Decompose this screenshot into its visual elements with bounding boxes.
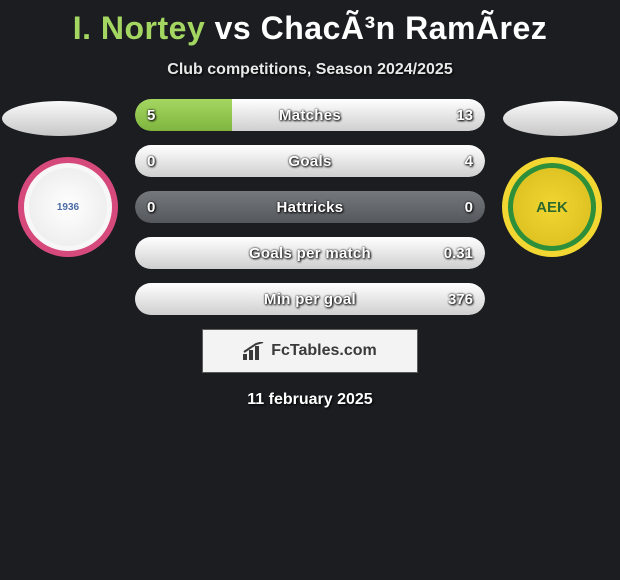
stat-value-right: 376 xyxy=(448,283,473,315)
stat-label: Goals per match xyxy=(135,237,485,269)
stat-row: Hattricks0 0 xyxy=(135,191,485,223)
stat-value-left: 0 xyxy=(147,145,155,177)
vs-separator: vs xyxy=(215,10,252,46)
stat-value-right: 0 xyxy=(465,191,473,223)
snapshot-date: 11 february 2025 xyxy=(0,391,620,409)
stat-row: Matches5 13 xyxy=(135,99,485,131)
stat-label: Min per goal xyxy=(135,283,485,315)
club-crest-right-label: AEK xyxy=(513,168,591,246)
stat-value-left: 5 xyxy=(147,99,155,131)
brand-footer: FcTables.com xyxy=(202,329,418,373)
player1-name: I. Nortey xyxy=(73,10,206,46)
stat-label: Goals xyxy=(135,145,485,177)
club-crest-left: 1936 xyxy=(18,157,118,257)
pedestal-left xyxy=(2,101,117,136)
stat-label: Matches xyxy=(135,99,485,131)
stat-value-left: 0 xyxy=(147,191,155,223)
club-crest-right: AEK xyxy=(502,157,602,257)
stat-bars: Matches513Goals04Hattricks00Goals per ma… xyxy=(135,97,485,315)
pedestal-right xyxy=(503,101,618,136)
club-crest-left-label: 1936 xyxy=(29,168,107,246)
stat-value-right: 13 xyxy=(456,99,473,131)
page-title: I. Nortey vs ChacÃ³n RamÃ­rez xyxy=(0,0,620,47)
chart-icon xyxy=(243,342,265,360)
stat-row: Goals0 4 xyxy=(135,145,485,177)
stat-row: Min per goal376 xyxy=(135,283,485,315)
subtitle: Club competitions, Season 2024/2025 xyxy=(0,61,620,79)
comparison-stage: 1936 AEK Matches513Goals04Hattricks00Goa… xyxy=(0,97,620,315)
stat-value-right: 0.31 xyxy=(444,237,473,269)
stat-value-right: 4 xyxy=(465,145,473,177)
stat-row: Goals per match0.31 xyxy=(135,237,485,269)
player2-name: ChacÃ³n RamÃ­rez xyxy=(261,10,548,46)
stat-label: Hattricks xyxy=(135,191,485,223)
brand-text: FcTables.com xyxy=(271,342,377,360)
